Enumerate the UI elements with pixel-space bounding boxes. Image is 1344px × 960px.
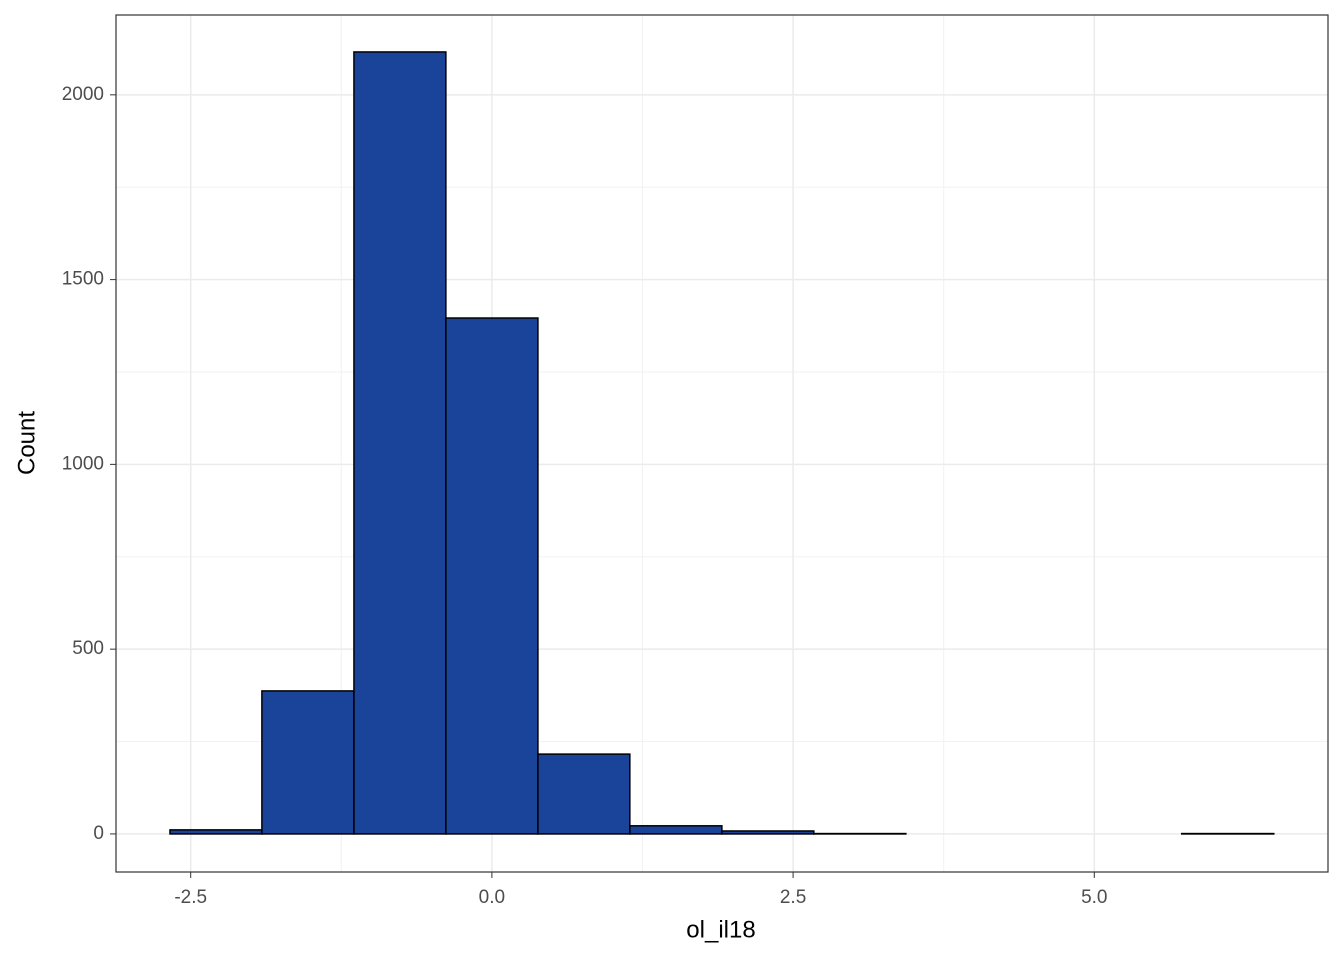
y-axis-title: Count (13, 411, 40, 475)
bar (353, 51, 447, 835)
bar (445, 317, 539, 835)
y-tick-label: 1000 (62, 453, 104, 474)
x-tick-label: 2.5 (780, 887, 806, 908)
panel-border (115, 14, 1329, 873)
x-axis-title: ol_il18 (686, 916, 755, 943)
x-tick-label: -2.5 (174, 887, 207, 908)
bar (169, 829, 263, 835)
y-tick-label: 0 (93, 823, 104, 844)
x-tick-label: 5.0 (1081, 887, 1107, 908)
y-tick-label: 2000 (62, 84, 104, 105)
x-tick-label: 0.0 (479, 887, 505, 908)
bar (629, 825, 723, 835)
bar (721, 830, 815, 835)
y-tick-label: 500 (72, 638, 104, 659)
bar (537, 753, 631, 835)
y-tick-label: 1500 (62, 269, 104, 290)
bar (261, 690, 355, 835)
